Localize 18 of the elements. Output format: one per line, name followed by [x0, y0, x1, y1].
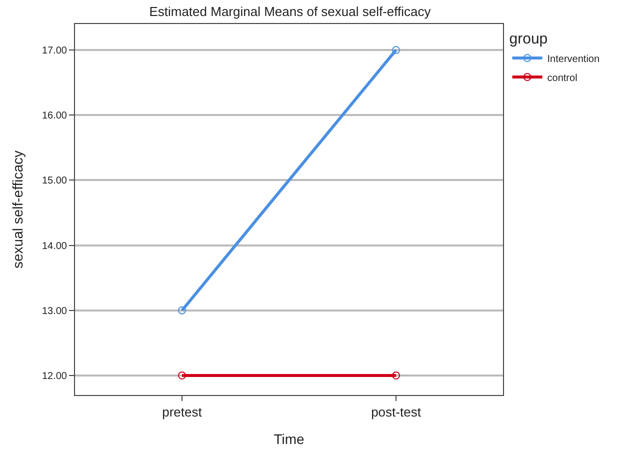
point — [178, 371, 186, 380]
y-tick-label: 13.00 — [42, 306, 68, 317]
point — [392, 46, 400, 54]
y-tick-label: 12.00 — [42, 370, 68, 382]
chart-title: Estimated Marginal Means of sexual self-efficacy — [149, 4, 432, 19]
y-tick-label: 17.00 — [42, 46, 68, 57]
point — [178, 306, 186, 314]
legend-label: Intervention — [547, 54, 600, 65]
y-tick-label: 16.00 — [42, 110, 68, 122]
x-tick-label: post-test — [371, 404, 422, 420]
y-tick-label: 14.00 — [42, 240, 68, 252]
point — [392, 371, 400, 380]
legend-title: group — [509, 30, 548, 48]
y-tick-label: 15.00 — [42, 176, 68, 187]
x-axis-title: Time — [274, 430, 305, 447]
x-tick-label: pretest — [162, 404, 202, 420]
y-axis-title: sexual self-efficacy — [10, 150, 26, 269]
legend-label: control — [547, 72, 578, 84]
